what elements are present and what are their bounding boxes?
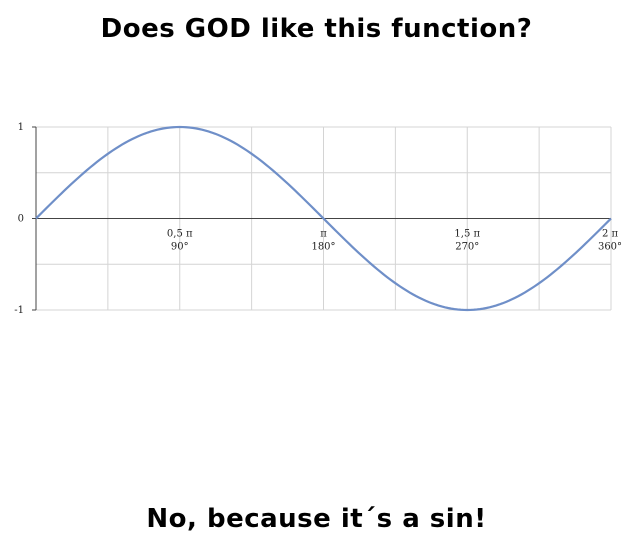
x-tick-label: 180°	[311, 242, 335, 253]
x-tick-label: 1,5 π	[454, 229, 480, 240]
x-tick-label: 90°	[171, 242, 189, 253]
x-tick-label: 360°	[598, 242, 622, 253]
y-tick-label: -1	[14, 305, 24, 316]
axes	[32, 126, 611, 311]
x-tick-label: 2 π	[602, 229, 619, 240]
y-tick-label: 1	[18, 122, 24, 133]
sine-chart: 1 0 -1 0,5 π 90° π 180° 1,5 π 270° 2 π 360°	[14, 122, 622, 316]
series	[35, 125, 612, 312]
x-tick-label: 270°	[455, 242, 479, 253]
bottom-caption: No, because it´s a sin!	[146, 504, 487, 534]
top-caption: Does GOD like this function?	[100, 14, 533, 44]
tick-labels: 1 0 -1 0,5 π 90° π 180° 1,5 π 270° 2 π 360°	[14, 122, 622, 316]
x-tick-label: 0,5 π	[167, 229, 193, 240]
x-tick-label: π	[320, 229, 327, 240]
y-tick-label: 0	[18, 214, 24, 225]
